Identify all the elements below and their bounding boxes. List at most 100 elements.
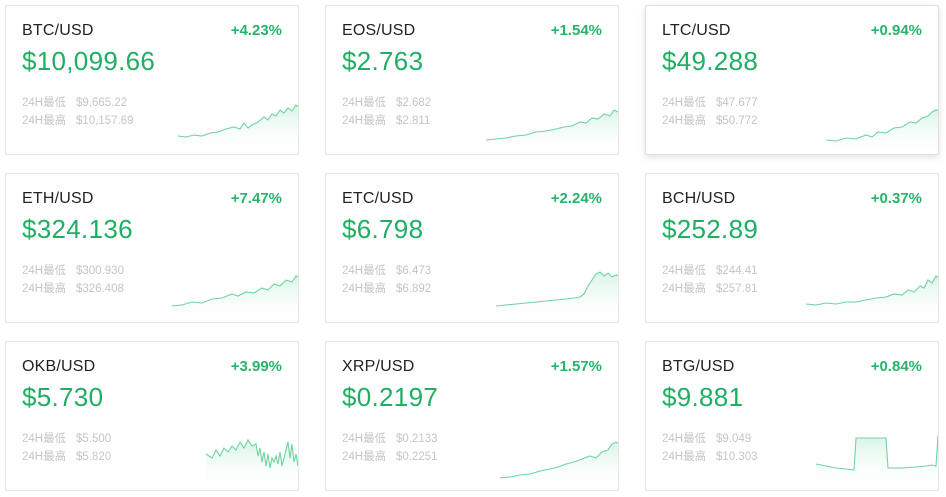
- high-24h-value: $6.892: [396, 283, 432, 295]
- change-percent: +0.84%: [870, 358, 922, 375]
- low-24h-value: $9.049: [716, 433, 752, 445]
- low-24h: 24H最低 $0.2133: [342, 430, 438, 446]
- pair-name: BCH/USD: [662, 190, 736, 207]
- change-percent: +3.99%: [230, 358, 282, 375]
- low-24h: 24H最低 $9.049: [662, 430, 751, 446]
- pair-name: LTC/USD: [662, 22, 731, 39]
- last-price: $49.288: [662, 46, 759, 76]
- low-24h: 24H最低 $300.930: [22, 262, 124, 278]
- sparkline-chart: [825, 109, 938, 154]
- low-24h-label: 24H最低: [342, 265, 387, 277]
- low-24h-label: 24H最低: [22, 97, 67, 109]
- ticker-card-okb-usd[interactable]: OKB/USD +3.99% $5.730 24H最低 $5.500 24H最高 $…: [5, 341, 299, 491]
- change-percent: +4.23%: [230, 22, 282, 39]
- ticker-card-btc-usd[interactable]: BTC/USD +4.23% $10,099.66 24H最低 $9,665.22…: [5, 5, 299, 155]
- ticker-card-xrp-usd[interactable]: XRP/USD +1.57% $0.2197 24H最低 $0.2133 24H最…: [325, 341, 619, 491]
- high-24h-label: 24H最高: [662, 451, 707, 463]
- last-price: $10,099.66: [22, 46, 156, 76]
- pair-name: ETH/USD: [22, 190, 94, 207]
- ticker-card-btg-usd[interactable]: BTG/USD +0.84% $9.881 24H最低 $9.049 24H最高 $…: [645, 341, 939, 491]
- pair-name: EOS/USD: [342, 22, 416, 39]
- high-24h-value: $326.408: [76, 283, 124, 295]
- high-24h-label: 24H最高: [662, 283, 707, 295]
- sparkline-chart: [815, 435, 938, 490]
- last-price: $324.136: [22, 214, 133, 244]
- low-24h: 24H最低 $47.677: [662, 94, 758, 110]
- high-24h-label: 24H最高: [22, 451, 67, 463]
- change-percent: +7.47%: [230, 190, 282, 207]
- pair-name: ETC/USD: [342, 190, 414, 207]
- sparkline-chart: [806, 275, 938, 322]
- low-24h-label: 24H最低: [342, 433, 387, 445]
- last-price: $5.730: [22, 382, 104, 412]
- low-24h-label: 24H最低: [662, 433, 707, 445]
- ticker-card-bch-usd[interactable]: BCH/USD +0.37% $252.89 24H最低 $244.41 24H最…: [645, 173, 939, 323]
- last-price: $252.89: [662, 214, 759, 244]
- high-24h-value: $5.820: [76, 451, 112, 463]
- high-24h-value: $257.81: [716, 283, 758, 295]
- high-24h-value: $50.772: [716, 115, 758, 127]
- sparkline-chart: [205, 438, 298, 490]
- low-24h-value: $9,665.22: [76, 97, 128, 109]
- high-24h: 24H最高 $50.772: [662, 112, 758, 128]
- high-24h-value: $0.2251: [396, 451, 438, 463]
- high-24h-value: $10.303: [716, 451, 758, 463]
- pair-name: XRP/USD: [342, 358, 415, 375]
- high-24h-value: $10,157.69: [76, 115, 134, 127]
- high-24h: 24H最高 $2.811: [342, 112, 430, 128]
- sparkline-chart: [499, 441, 618, 490]
- low-24h-label: 24H最低: [662, 265, 707, 277]
- low-24h-label: 24H最低: [22, 265, 67, 277]
- high-24h: 24H最高 $10,157.69: [22, 112, 134, 128]
- change-percent: +0.94%: [870, 22, 922, 39]
- high-24h-value: $2.811: [396, 115, 431, 127]
- low-24h: 24H最低 $2.682: [342, 94, 431, 110]
- high-24h-label: 24H最高: [342, 283, 387, 295]
- low-24h-value: $0.2133: [396, 433, 438, 445]
- high-24h-label: 24H最高: [342, 451, 387, 463]
- high-24h: 24H最高 $5.820: [22, 448, 111, 464]
- low-24h-value: $6.473: [396, 265, 432, 277]
- last-price: $9.881: [662, 382, 744, 412]
- high-24h: 24H最高 $257.81: [662, 280, 758, 296]
- ticker-card-etc-usd[interactable]: ETC/USD +2.24% $6.798 24H最低 $6.473 24H最高 $…: [325, 173, 619, 323]
- ticker-card-eos-usd[interactable]: EOS/USD +1.54% $2.763 24H最低 $2.682 24H最高 $…: [325, 5, 619, 155]
- change-percent: +0.37%: [870, 190, 922, 207]
- high-24h: 24H最高 $6.892: [342, 280, 431, 296]
- low-24h-value: $5.500: [76, 433, 112, 445]
- low-24h-label: 24H最低: [342, 97, 387, 109]
- low-24h-value: $300.930: [76, 265, 124, 277]
- low-24h-value: $47.677: [716, 97, 758, 109]
- last-price: $2.763: [342, 46, 424, 76]
- ticker-card-ltc-usd[interactable]: LTC/USD +0.94% $49.288 24H最低 $47.677 24H最…: [645, 5, 939, 155]
- pair-name: BTC/USD: [22, 22, 94, 39]
- low-24h-value: $2.682: [396, 97, 432, 109]
- low-24h-label: 24H最低: [662, 97, 707, 109]
- ticker-card-eth-usd[interactable]: ETH/USD +7.47% $324.136 24H最低 $300.930 24…: [5, 173, 299, 323]
- change-percent: +1.57%: [550, 358, 602, 375]
- pair-name: BTG/USD: [662, 358, 735, 375]
- sparkline-chart: [177, 104, 298, 154]
- sparkline-chart: [486, 109, 618, 154]
- low-24h: 24H最低 $244.41: [662, 262, 758, 278]
- high-24h-label: 24H最高: [342, 115, 387, 127]
- low-24h: 24H最低 $9,665.22: [22, 94, 127, 110]
- low-24h-value: $244.41: [716, 265, 758, 277]
- high-24h: 24H最高 $10.303: [662, 448, 758, 464]
- last-price: $0.2197: [342, 382, 439, 412]
- change-percent: +1.54%: [550, 22, 602, 39]
- high-24h-label: 24H最高: [22, 115, 67, 127]
- pair-name: OKB/USD: [22, 358, 96, 375]
- low-24h: 24H最低 $5.500: [22, 430, 111, 446]
- high-24h: 24H最高 $0.2251: [342, 448, 438, 464]
- low-24h: 24H最低 $6.473: [342, 262, 431, 278]
- low-24h-label: 24H最低: [22, 433, 67, 445]
- last-price: $6.798: [342, 214, 424, 244]
- high-24h-label: 24H最高: [22, 283, 67, 295]
- high-24h-label: 24H最高: [662, 115, 707, 127]
- sparkline-chart: [495, 271, 618, 322]
- change-percent: +2.24%: [550, 190, 602, 207]
- high-24h: 24H最高 $326.408: [22, 280, 124, 296]
- sparkline-chart: [171, 275, 298, 322]
